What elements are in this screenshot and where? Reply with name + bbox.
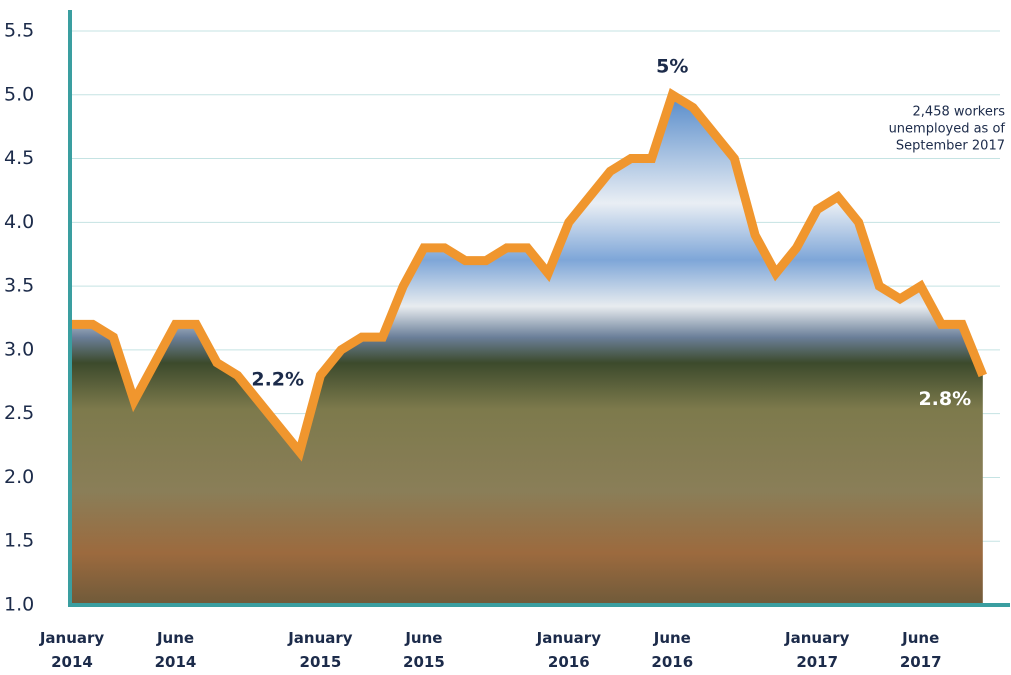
chart: 1.0 1.5 2.0 2.5 3.0 3.5 4.0 4.5 5.0 5.5 January201… — [0, 0, 1011, 675]
y-tick-label: 1.0 — [4, 594, 34, 616]
y-tick-label: 3.5 — [4, 275, 34, 297]
y-tick-label: 3.0 — [4, 338, 34, 360]
y-tick-label: 2.5 — [4, 402, 34, 424]
annotation: 2,458 workers — [913, 105, 1006, 120]
y-tick-label: 1.5 — [4, 530, 34, 552]
value-label: 2.8% — [918, 388, 971, 410]
annotation: September 2017 — [896, 139, 1005, 154]
y-tick-label: 4.5 — [4, 147, 34, 169]
y-tick-label: 4.0 — [4, 211, 34, 233]
y-tick-label: 5.5 — [4, 20, 34, 42]
y-tick-label: 2.0 — [4, 466, 34, 488]
y-tick-label: 5.0 — [4, 83, 34, 105]
value-label: 2.2% — [251, 368, 304, 390]
annotation: unemployed as of — [889, 122, 1006, 137]
value-label: 5% — [656, 55, 688, 77]
